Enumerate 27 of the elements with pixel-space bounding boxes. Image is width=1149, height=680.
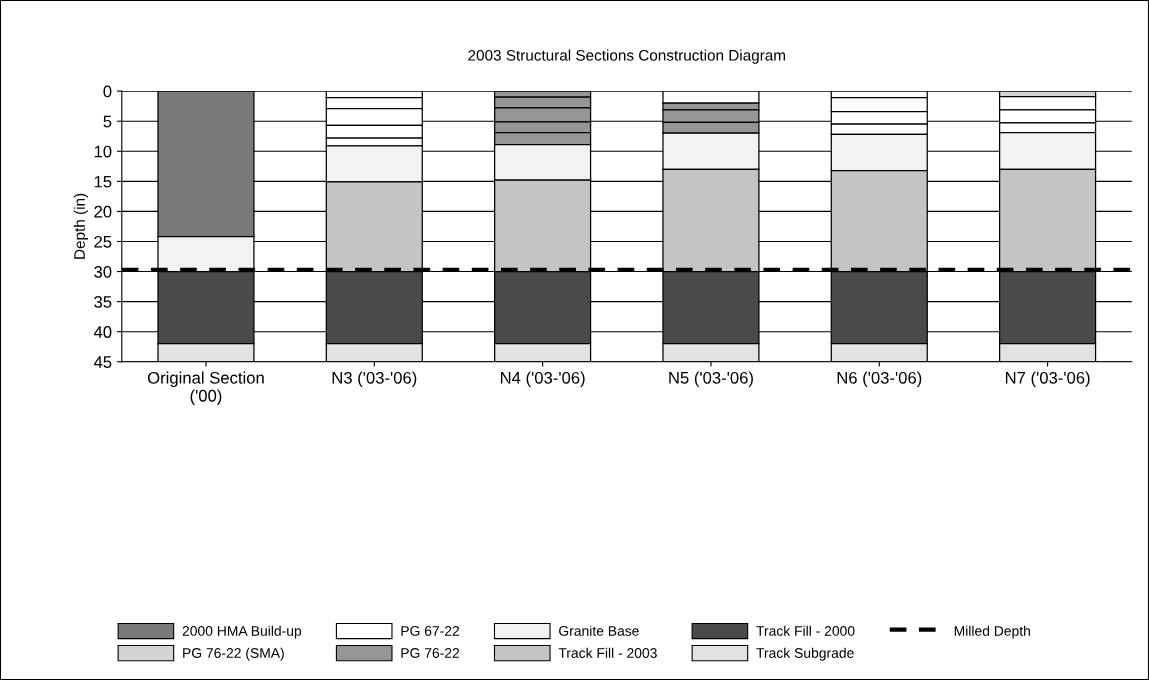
legend-label: 2000 HMA Build-up (182, 625, 302, 639)
y-tick-label: 30 (94, 265, 112, 278)
legend-label: PG 67-22 (401, 626, 460, 636)
legend-label: Track Fill - 2000 (756, 625, 855, 636)
x-tick-label: N4 ('03-'06) (500, 371, 585, 388)
y-tick-label: 40 (93, 326, 112, 338)
y-tick-label: 20 (94, 205, 112, 218)
chart-title: 2003 Structural Sections Construction Diagram (468, 49, 785, 64)
x-tick-label: N5 ('03-'06) (669, 371, 753, 388)
y-tick-label: 5 (103, 115, 112, 128)
legend-label: Granite Base (559, 625, 639, 636)
x-tick-label: Original Section ('00) (147, 371, 264, 405)
legend-label: Milled Depth (954, 625, 1030, 639)
legend-label: Track Subgrade (756, 647, 854, 661)
y-tick-label: 10 (94, 145, 112, 158)
y-axis-title: Depth (in) (73, 193, 88, 259)
y-tick-label: 0 (103, 85, 112, 98)
y-tick-label: 15 (94, 175, 112, 188)
legend-label: PG 76-22 (SMA) (183, 647, 284, 661)
y-tick-label: 25 (94, 235, 112, 248)
y-tick-label: 35 (94, 296, 112, 308)
x-tick-label: N3 ('03-'06) (332, 371, 417, 388)
legend-label: Track Fill - 2003 (558, 647, 657, 658)
legend-label: PG 76-22 (401, 648, 460, 658)
y-tick-label: 45 (93, 356, 112, 368)
x-tick-label: N7 ('03-'06) (1005, 371, 1090, 388)
x-tick-label: N6 ('03-'06) (837, 371, 922, 388)
